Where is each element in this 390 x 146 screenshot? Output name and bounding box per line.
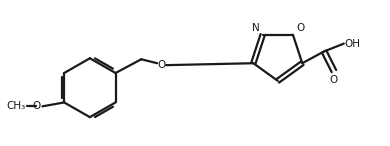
Text: N: N bbox=[252, 23, 260, 33]
Text: O: O bbox=[330, 75, 338, 85]
Text: O: O bbox=[296, 23, 304, 33]
Text: OH: OH bbox=[345, 39, 361, 49]
Text: CH₃: CH₃ bbox=[6, 101, 26, 111]
Text: O: O bbox=[32, 101, 41, 111]
Text: O: O bbox=[157, 60, 165, 70]
